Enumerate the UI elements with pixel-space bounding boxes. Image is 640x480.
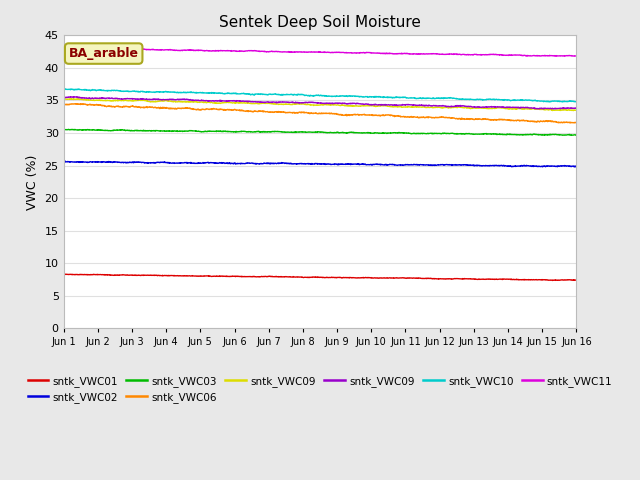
sntk_VWC06 — [60, 102, 67, 108]
sntk_VWC01 — [400, 275, 408, 281]
sntk_VWC06 — [467, 116, 474, 122]
sntk_VWC06 — [566, 120, 574, 126]
Y-axis label: VWC (%): VWC (%) — [26, 154, 39, 210]
sntk_VWC10 — [231, 91, 239, 96]
sntk_VWC02 — [512, 163, 520, 169]
sntk_VWC02 — [60, 159, 67, 165]
sntk_VWC11 — [400, 51, 408, 57]
sntk_VWC03 — [573, 132, 580, 138]
sntk_VWC09 — [467, 106, 474, 111]
sntk_VWC10 — [467, 96, 474, 102]
sntk_VWC09 — [232, 100, 239, 106]
sntk_VWC09 — [60, 96, 67, 102]
sntk_VWC09 — [512, 105, 520, 110]
sntk_VWC10 — [511, 97, 519, 103]
sntk_VWC06 — [232, 107, 239, 113]
sntk_VWC10 — [573, 99, 580, 105]
sntk_VWC09 — [162, 97, 170, 103]
sntk_VWC09 — [60, 96, 68, 101]
sntk_VWC03 — [60, 127, 67, 132]
sntk_VWC11 — [60, 46, 67, 51]
sntk_VWC10 — [399, 95, 407, 100]
Legend: sntk_VWC01, sntk_VWC02, sntk_VWC03, sntk_VWC06, sntk_VWC09, sntk_VWC09, sntk_VWC: sntk_VWC01, sntk_VWC02, sntk_VWC03, sntk… — [24, 372, 616, 407]
Line: sntk_VWC06: sntk_VWC06 — [63, 104, 577, 123]
sntk_VWC01 — [62, 271, 70, 277]
sntk_VWC09 — [174, 99, 182, 105]
Text: BA_arable: BA_arable — [68, 47, 139, 60]
sntk_VWC11 — [467, 52, 474, 58]
sntk_VWC03 — [512, 132, 520, 137]
Line: sntk_VWC11: sntk_VWC11 — [63, 48, 577, 56]
sntk_VWC11 — [162, 47, 170, 53]
sntk_VWC09 — [540, 106, 547, 112]
sntk_VWC03 — [232, 129, 239, 135]
sntk_VWC11 — [571, 53, 579, 59]
sntk_VWC11 — [512, 52, 520, 58]
sntk_VWC11 — [573, 53, 580, 59]
sntk_VWC02 — [174, 160, 182, 166]
sntk_VWC03 — [567, 132, 575, 138]
sntk_VWC09 — [60, 95, 67, 101]
sntk_VWC06 — [72, 101, 80, 107]
sntk_VWC02 — [467, 162, 474, 168]
sntk_VWC09 — [573, 106, 580, 111]
sntk_VWC02 — [573, 163, 580, 169]
sntk_VWC09 — [512, 106, 520, 111]
sntk_VWC10 — [161, 89, 169, 95]
sntk_VWC06 — [573, 120, 580, 125]
Line: sntk_VWC02: sntk_VWC02 — [63, 161, 577, 167]
sntk_VWC10 — [545, 99, 553, 105]
sntk_VWC11 — [174, 48, 182, 53]
Line: sntk_VWC03: sntk_VWC03 — [63, 129, 577, 135]
sntk_VWC11 — [65, 45, 73, 51]
sntk_VWC06 — [400, 114, 408, 120]
sntk_VWC01 — [512, 276, 520, 282]
Line: sntk_VWC10: sntk_VWC10 — [63, 89, 577, 102]
sntk_VWC03 — [400, 130, 408, 136]
Line: sntk_VWC09: sntk_VWC09 — [63, 96, 577, 109]
sntk_VWC09 — [174, 96, 182, 102]
sntk_VWC09 — [570, 108, 577, 113]
sntk_VWC02 — [554, 164, 561, 170]
sntk_VWC02 — [61, 158, 69, 164]
sntk_VWC01 — [162, 273, 170, 278]
sntk_VWC03 — [467, 131, 474, 137]
sntk_VWC02 — [400, 162, 408, 168]
sntk_VWC10 — [174, 90, 182, 96]
sntk_VWC09 — [70, 94, 78, 99]
sntk_VWC01 — [232, 274, 239, 279]
Line: sntk_VWC09: sntk_VWC09 — [63, 98, 577, 110]
sntk_VWC01 — [60, 272, 67, 277]
Title: Sentek Deep Soil Moisture: Sentek Deep Soil Moisture — [219, 15, 421, 30]
Line: sntk_VWC01: sntk_VWC01 — [63, 274, 577, 280]
sntk_VWC01 — [467, 276, 474, 282]
sntk_VWC06 — [174, 105, 182, 111]
sntk_VWC10 — [60, 86, 67, 92]
sntk_VWC09 — [232, 98, 239, 104]
sntk_VWC03 — [65, 126, 72, 132]
sntk_VWC02 — [162, 160, 170, 166]
sntk_VWC03 — [174, 128, 182, 134]
sntk_VWC11 — [232, 48, 239, 54]
sntk_VWC01 — [174, 273, 182, 278]
sntk_VWC09 — [162, 97, 170, 103]
sntk_VWC09 — [400, 104, 408, 110]
sntk_VWC06 — [512, 118, 520, 123]
sntk_VWC01 — [548, 277, 556, 283]
sntk_VWC09 — [400, 102, 408, 108]
sntk_VWC06 — [162, 106, 170, 111]
sntk_VWC02 — [232, 161, 239, 167]
sntk_VWC09 — [467, 104, 474, 109]
sntk_VWC03 — [162, 128, 170, 134]
sntk_VWC01 — [573, 277, 580, 283]
sntk_VWC09 — [573, 108, 580, 113]
